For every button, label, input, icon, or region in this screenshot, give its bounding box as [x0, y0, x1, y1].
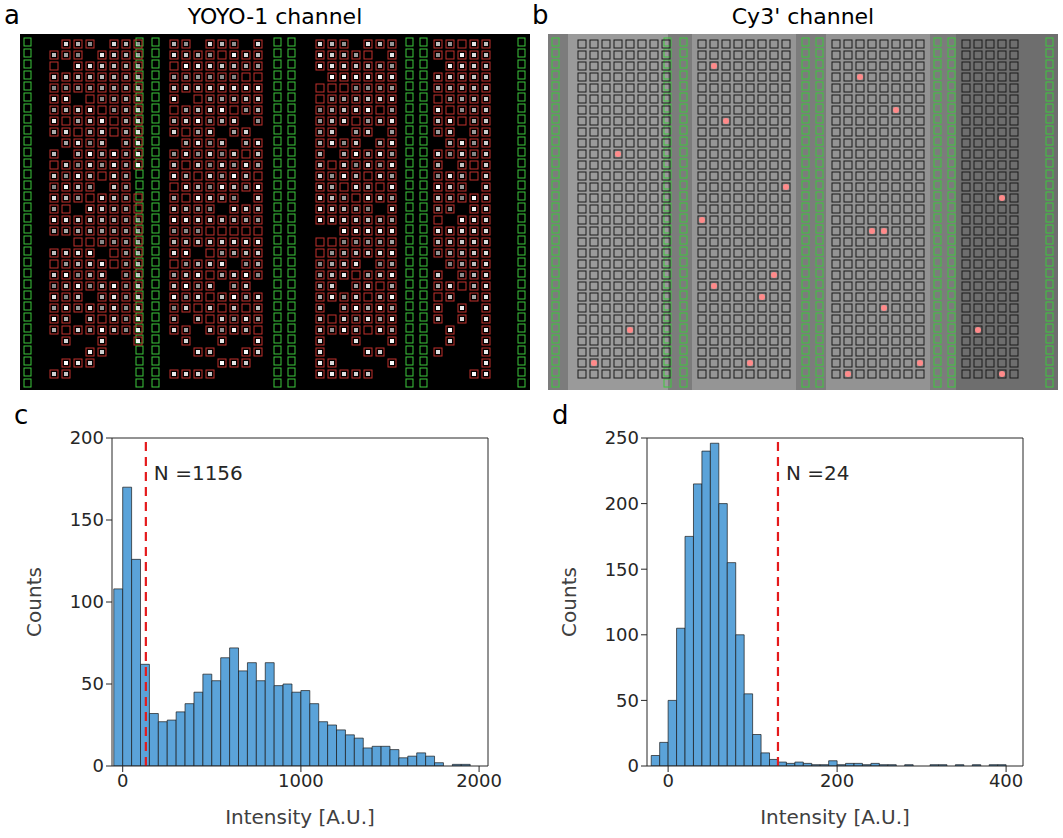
html-text:c: c — [14, 400, 29, 430]
svg-text:Intensity [A.U.]: Intensity [A.U.] — [225, 805, 375, 829]
html-text:a: a — [4, 0, 20, 30]
svg-text:Counts: Counts — [557, 567, 581, 637]
svg-text:N =1156: N =1156 — [154, 461, 243, 485]
svg-text:400: 400 — [989, 770, 1023, 791]
svg-text:200: 200 — [70, 427, 104, 448]
html-text:YOYO-1 channel: YOYO-1 channel — [187, 4, 363, 29]
html-text:d: d — [552, 400, 569, 430]
svg-text:Intensity [A.U.]: Intensity [A.U.] — [760, 805, 910, 829]
svg-text:50: 50 — [81, 673, 104, 694]
svg-text:100: 100 — [605, 624, 639, 645]
svg-text:Counts: Counts — [22, 567, 46, 637]
svg-text:0: 0 — [117, 770, 128, 791]
html-text:b: b — [532, 0, 549, 30]
svg-text:200: 200 — [820, 770, 854, 791]
svg-text:0: 0 — [628, 755, 639, 776]
html-text:Cy3' channel: Cy3' channel — [731, 4, 875, 29]
svg-text:1000: 1000 — [278, 770, 324, 791]
svg-text:150: 150 — [70, 509, 104, 530]
svg-text:N =24: N =24 — [786, 461, 850, 485]
svg-text:150: 150 — [605, 559, 639, 580]
svg-text:0: 0 — [93, 755, 104, 776]
svg-text:250: 250 — [605, 427, 639, 448]
svg-text:0: 0 — [662, 770, 673, 791]
svg-text:100: 100 — [70, 591, 104, 612]
svg-text:2000: 2000 — [456, 770, 502, 791]
svg-text:50: 50 — [616, 690, 639, 711]
svg-text:200: 200 — [605, 493, 639, 514]
